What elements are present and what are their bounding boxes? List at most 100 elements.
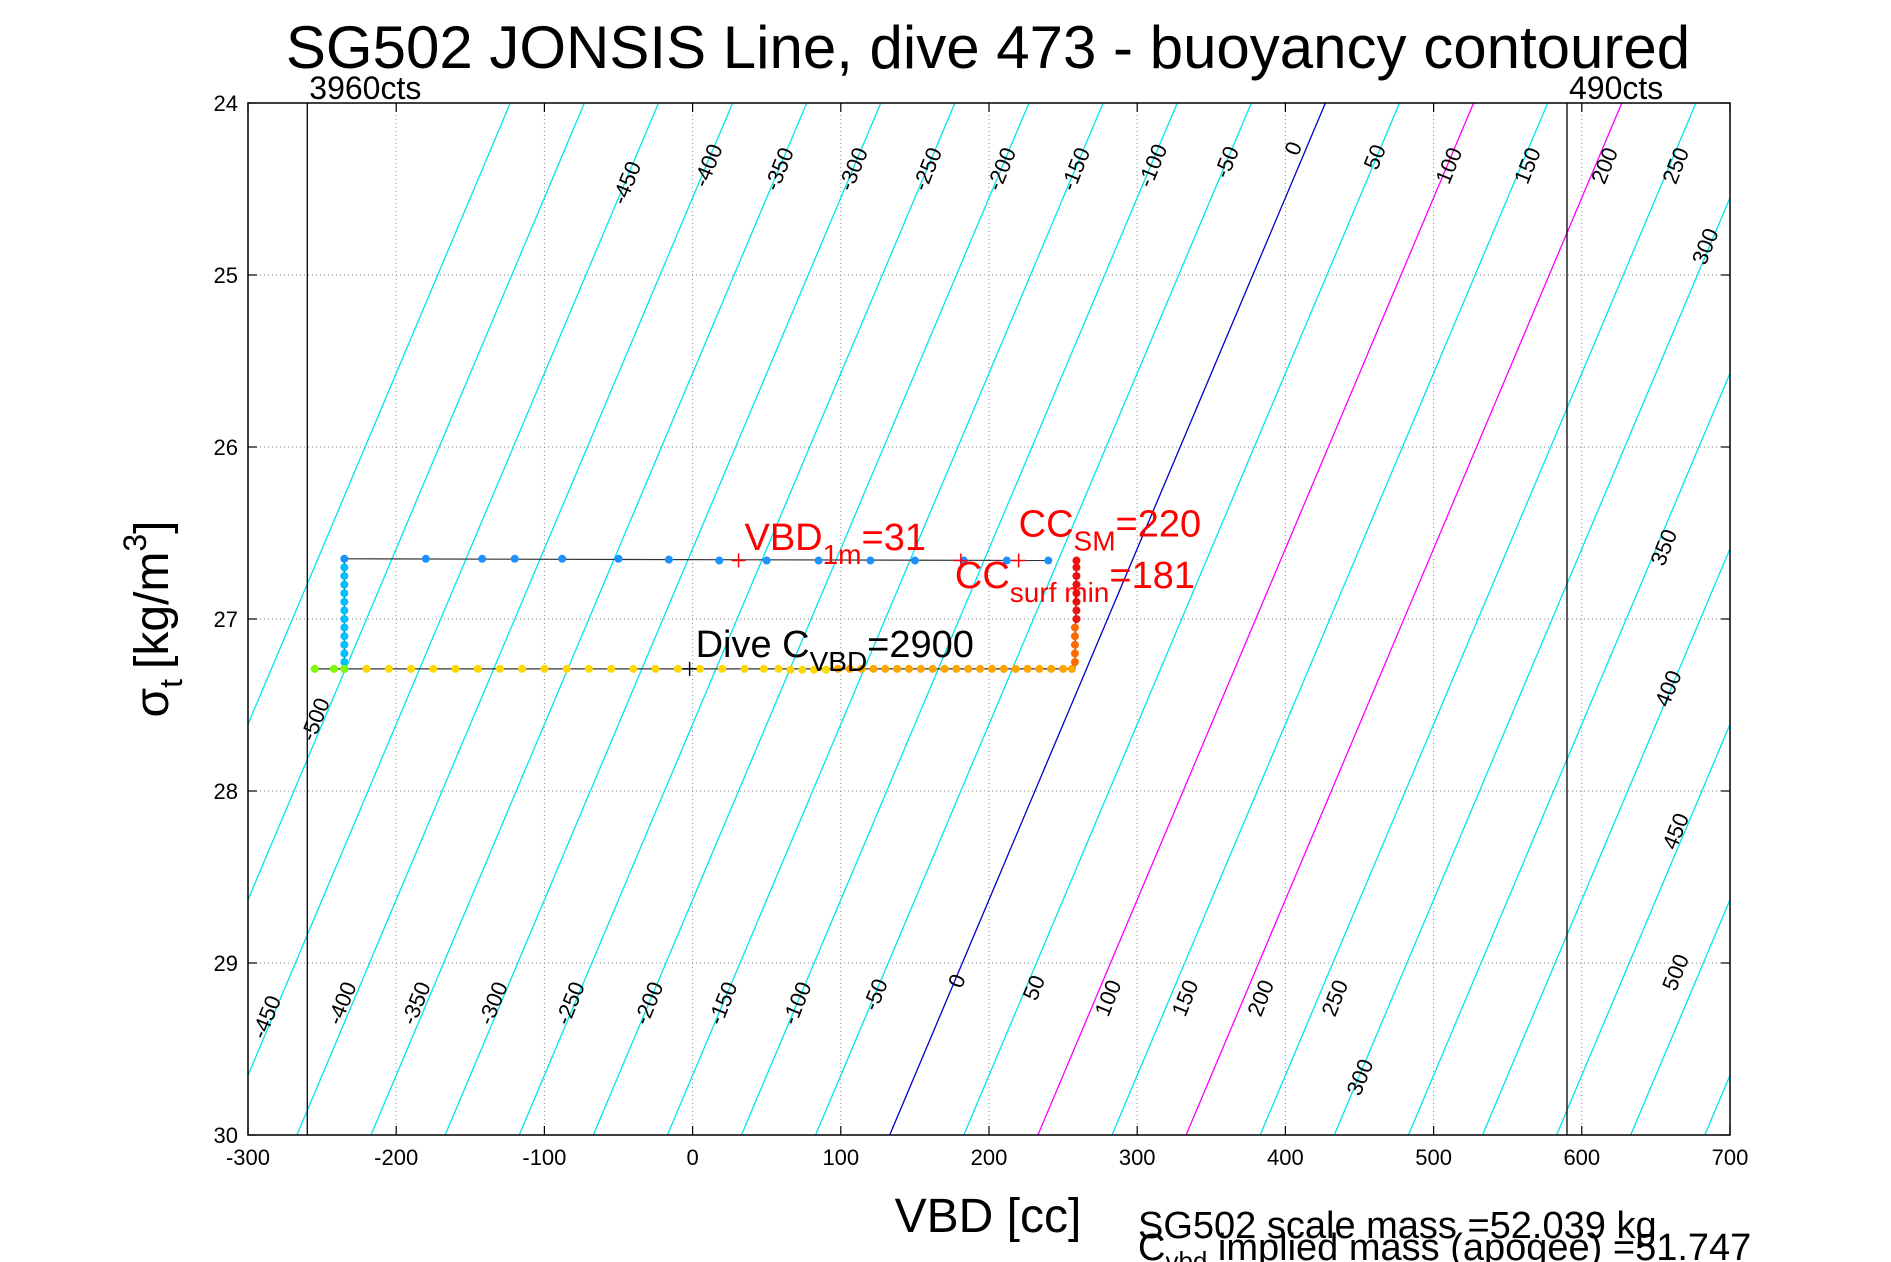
contour-line--150 xyxy=(666,103,1104,1135)
vbd-limit-label: 3960cts xyxy=(309,70,421,106)
contour-label: 100 xyxy=(1090,976,1127,1019)
contour-line--450 xyxy=(248,103,660,1077)
contour-label: -300 xyxy=(833,144,873,194)
data-point xyxy=(584,664,593,673)
data-point xyxy=(1047,664,1056,673)
contour-line--200 xyxy=(592,103,1030,1135)
x-tick-label: -200 xyxy=(374,1145,418,1170)
data-point xyxy=(940,664,949,673)
x-tick-label: 500 xyxy=(1415,1145,1452,1170)
contour-label: -300 xyxy=(473,978,513,1028)
contour-label: 0 xyxy=(1279,138,1307,159)
contour-line-450 xyxy=(1556,722,1730,1135)
data-point xyxy=(810,665,819,674)
y-tick-label: 30 xyxy=(214,1123,238,1148)
data-point xyxy=(340,658,349,666)
contour-label: -350 xyxy=(396,978,436,1028)
contour-label: -400 xyxy=(688,140,728,190)
data-point xyxy=(384,664,393,673)
data-point xyxy=(1044,556,1053,565)
x-tick-label: -300 xyxy=(226,1145,270,1170)
contour-label: 400 xyxy=(1650,667,1687,710)
data-point xyxy=(1070,640,1079,649)
data-point xyxy=(916,664,925,673)
data-point xyxy=(340,623,349,632)
data-point xyxy=(987,664,996,673)
contour-label: -100 xyxy=(1133,140,1173,190)
data-point xyxy=(340,554,349,563)
contour-label: -500 xyxy=(295,694,335,744)
contour-label: -350 xyxy=(759,144,799,194)
data-point xyxy=(558,554,567,563)
x-ticks: -300 -200 -100 0 100 200 300 400 500 600 700 xyxy=(226,103,1748,1170)
contour-label: 250 xyxy=(1316,976,1353,1019)
x-tick-label: -100 xyxy=(522,1145,566,1170)
y-ticks: 24 25 26 27 28 29 30 xyxy=(214,91,1730,1148)
contour-line-200 xyxy=(1185,103,1623,1135)
data-point xyxy=(1072,572,1081,580)
data-point xyxy=(1072,556,1081,565)
contour-label: -250 xyxy=(550,978,590,1028)
data-point xyxy=(614,554,623,563)
data-point xyxy=(340,606,349,615)
svg-text:σt[kg/m3]: σt [kg/m3] xyxy=(117,520,189,717)
data-point xyxy=(478,554,487,563)
data-point xyxy=(340,572,349,580)
data-point xyxy=(562,664,571,673)
data-point xyxy=(904,664,913,673)
data-point xyxy=(1035,664,1044,673)
data-point xyxy=(1070,649,1079,658)
data-point xyxy=(740,664,749,673)
contour-line--500 xyxy=(248,103,586,902)
data-point xyxy=(952,664,961,673)
data-point xyxy=(340,589,349,598)
data-point xyxy=(893,664,902,673)
contour-line-550 xyxy=(1704,1073,1730,1135)
data-point xyxy=(759,664,768,673)
annotation-label: Dive CVBD=2900 xyxy=(696,624,974,677)
data-point xyxy=(814,556,823,565)
annotation-label: CCSM=220 xyxy=(1019,503,1201,556)
data-point xyxy=(881,664,890,673)
contour-label: 300 xyxy=(1687,225,1724,268)
chart-title: SG502 JONSIS Line, dive 473 - buoyancy c… xyxy=(286,14,1690,81)
data-point xyxy=(362,664,371,673)
annotation-label: CCsurf min=181 xyxy=(955,555,1195,608)
data-point xyxy=(429,664,438,673)
data-point xyxy=(540,664,549,673)
contour-label: -150 xyxy=(703,978,743,1028)
contour-line--350 xyxy=(370,103,808,1135)
scale-mass-text: SG502 scale mass =52.039 kg xyxy=(1138,1205,1657,1247)
contour-line-100 xyxy=(1037,103,1475,1135)
contour-line--100 xyxy=(740,103,1178,1135)
data-point xyxy=(629,664,638,673)
data-point xyxy=(1059,664,1068,673)
data-point xyxy=(1072,615,1081,623)
contour-labels: -450 -400 -350 -300 -250 -200 -150 -100 -50 0 50 10… xyxy=(246,138,1723,1099)
contour-line--250 xyxy=(518,103,956,1135)
contour-label: 0 xyxy=(943,970,971,991)
data-points xyxy=(310,554,1081,674)
data-point xyxy=(976,664,985,673)
data-point xyxy=(1070,658,1079,666)
contour-line--300 xyxy=(444,103,882,1135)
contour-label: -250 xyxy=(907,144,947,194)
y-axis-label: σt [kg/m3] xyxy=(117,520,189,717)
contour-label: 150 xyxy=(1167,976,1204,1019)
y-tick-label: 24 xyxy=(214,91,238,116)
data-point xyxy=(964,664,973,673)
data-point xyxy=(518,664,527,673)
y-tick-label: 26 xyxy=(214,435,238,460)
data-point xyxy=(407,664,416,673)
data-point xyxy=(1067,664,1076,673)
data-point xyxy=(1070,623,1079,632)
y-label-sup: 3 xyxy=(117,534,153,552)
y-label-unit: [kg/m xyxy=(126,552,179,669)
contour-label: 150 xyxy=(1509,144,1546,187)
data-point xyxy=(866,556,875,565)
data-point xyxy=(845,664,854,673)
contour-line-500 xyxy=(1630,898,1730,1135)
data-point xyxy=(1072,589,1081,598)
contour-line-400 xyxy=(1481,547,1730,1135)
contour-line-250 xyxy=(1259,103,1697,1135)
